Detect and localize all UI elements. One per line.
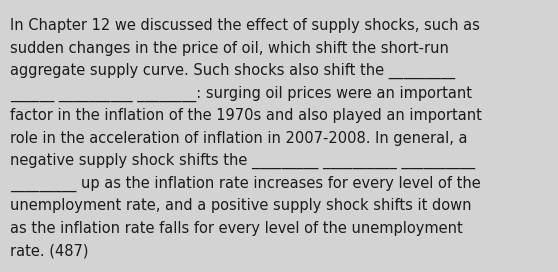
Text: _________ up as the inflation rate increases for every level of the: _________ up as the inflation rate incre… (10, 175, 481, 192)
Text: ______ __________ ________: surging oil prices were an important: ______ __________ ________: surging oil … (10, 85, 472, 102)
Text: In Chapter 12 we discussed the effect of supply shocks, such as: In Chapter 12 we discussed the effect of… (10, 18, 480, 33)
Text: role in the acceleration of inflation in 2007-2008. In general, a: role in the acceleration of inflation in… (10, 131, 468, 146)
Text: sudden changes in the price of oil, which shift the short-run: sudden changes in the price of oil, whic… (10, 41, 449, 55)
Text: as the inflation rate falls for every level of the unemployment: as the inflation rate falls for every le… (10, 221, 463, 236)
Text: negative supply shock shifts the _________ __________ __________: negative supply shock shifts the _______… (10, 153, 475, 169)
Text: aggregate supply curve. Such shocks also shift the _________: aggregate supply curve. Such shocks also… (10, 63, 455, 79)
Text: rate. (487): rate. (487) (10, 243, 89, 258)
Text: factor in the inflation of the 1970s and also played an important: factor in the inflation of the 1970s and… (10, 108, 482, 123)
Text: unemployment rate, and a positive supply shock shifts it down: unemployment rate, and a positive supply… (10, 198, 472, 213)
